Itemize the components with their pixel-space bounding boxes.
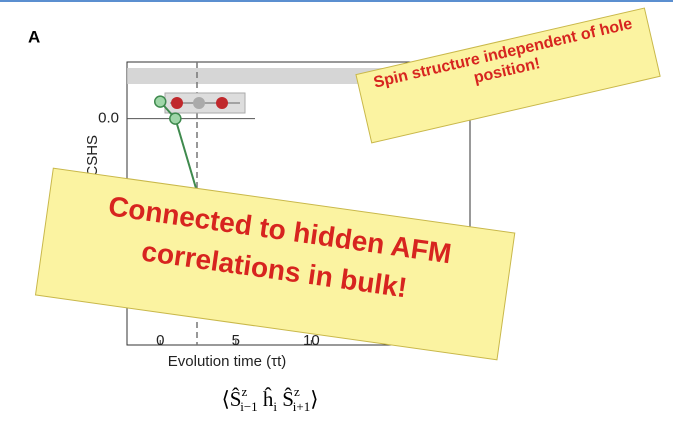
formula: ⟨Ŝz i−1 ĥi Ŝz i+1⟩ <box>222 384 319 414</box>
formula-part: z <box>294 384 300 399</box>
data-point <box>153 95 167 108</box>
x-tick-label: 10 <box>303 332 320 349</box>
formula-part: i−1 <box>240 399 257 414</box>
formula-part: i <box>273 399 277 414</box>
x-axis-label: Evolution time (τt) <box>168 353 286 370</box>
formula-part: ⟩ <box>310 387 318 411</box>
note-fo: Spin structure independent of hole posit… <box>372 15 634 91</box>
formula-part: Ŝ <box>277 387 294 411</box>
formula-part: ⟨Ŝ <box>222 387 242 411</box>
note-box <box>34 167 516 361</box>
y-tick-label: 0.0 <box>98 110 119 127</box>
formula-part: z <box>241 384 247 399</box>
note-box <box>355 7 661 144</box>
panel-label: A <box>28 27 40 46</box>
x-tick-label: 5 <box>232 332 240 349</box>
formula-part: i+1 <box>293 399 310 414</box>
x-tick-label: 0 <box>156 332 164 349</box>
inset-ball <box>216 97 228 109</box>
data-point <box>169 112 182 125</box>
inset-ball <box>171 97 183 109</box>
note-big: Connected to hidden AFM correlations in … <box>34 167 516 361</box>
note-small: Spin structure independent of hole posit… <box>355 7 661 144</box>
inset-ball <box>193 97 205 109</box>
formula-part: ĥ <box>258 387 274 411</box>
